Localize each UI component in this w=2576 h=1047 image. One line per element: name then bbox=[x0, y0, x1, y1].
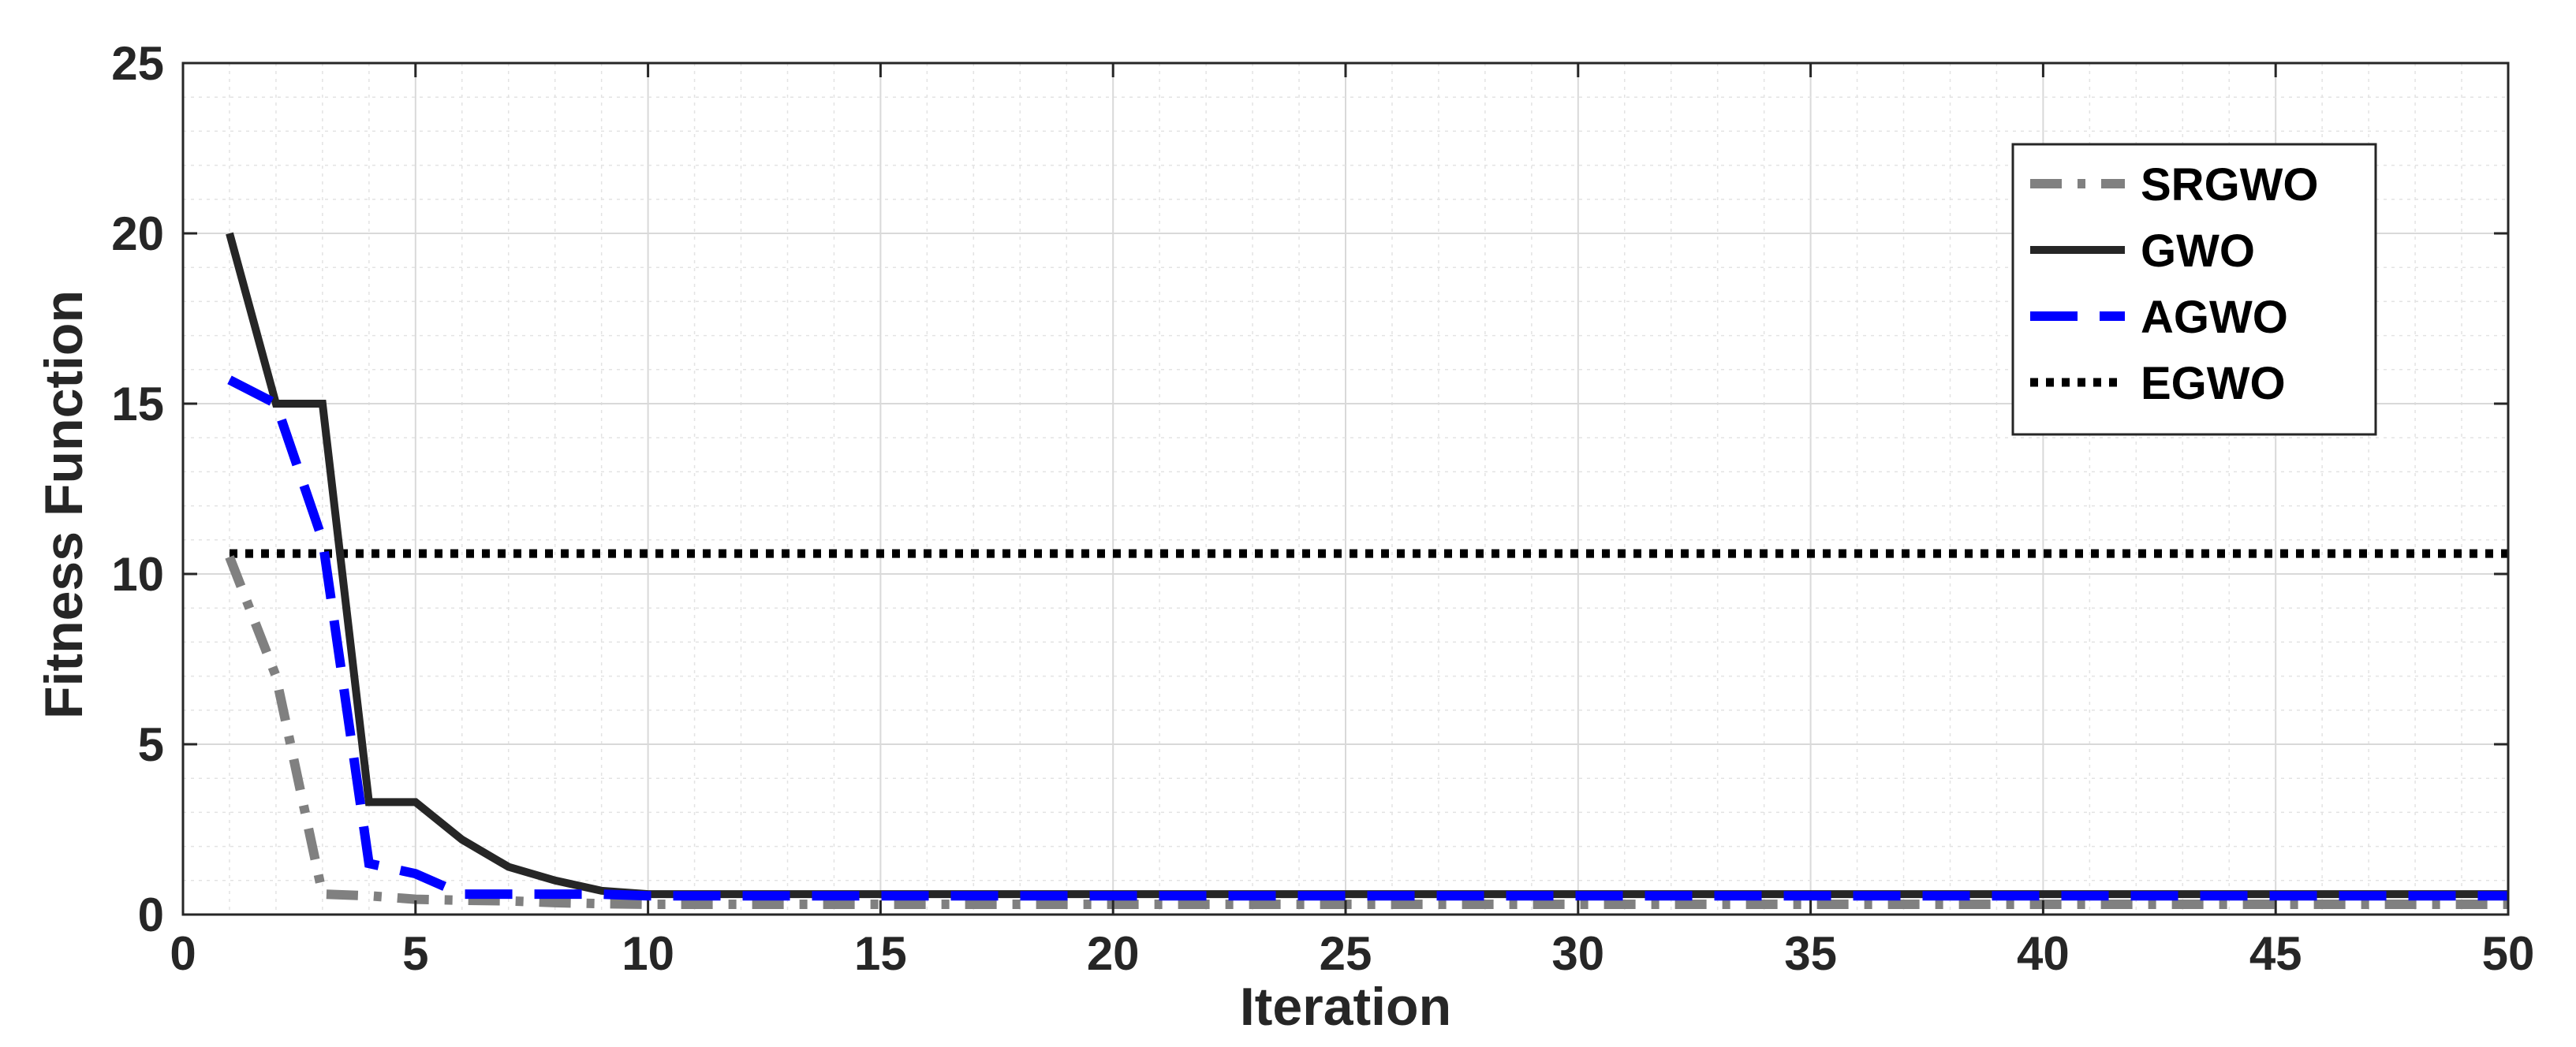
x-tick-label: 0 bbox=[170, 927, 196, 980]
series-lines bbox=[225, 232, 2508, 909]
legend-label-agwo: AGWO bbox=[2141, 292, 2288, 343]
y-tick-label: 5 bbox=[138, 718, 164, 771]
x-tick-label: 10 bbox=[622, 927, 674, 980]
legend-label-gwo: GWO bbox=[2141, 225, 2255, 277]
x-tick-label: 50 bbox=[2482, 927, 2535, 980]
x-tick-label: 45 bbox=[2249, 927, 2302, 980]
y-tick-label: 10 bbox=[111, 548, 164, 601]
x-tick-label: 40 bbox=[2017, 927, 2070, 980]
legend-label-egwo: EGWO bbox=[2141, 358, 2286, 409]
series-line-srgwo bbox=[225, 555, 2508, 909]
x-tick-label: 25 bbox=[1320, 927, 1372, 980]
y-tick-label: 25 bbox=[111, 37, 164, 90]
y-axis-title: Fitness Function bbox=[34, 290, 94, 719]
axis-ticks: 0 5 10 15 20 25 30 35 40 45 50 0 5 10 15 20 25 bbox=[111, 37, 2534, 980]
series-line-agwo bbox=[227, 375, 2508, 901]
x-tick-label: 20 bbox=[1087, 927, 1140, 980]
legend-label-srgwo: SRGWO bbox=[2141, 159, 2319, 211]
x-axis-title: Iteration bbox=[1240, 977, 1451, 1037]
x-tick-label: 15 bbox=[854, 927, 907, 980]
x-tick-label: 5 bbox=[402, 927, 428, 980]
x-tick-label: 35 bbox=[1784, 927, 1837, 980]
y-tick-label: 0 bbox=[138, 889, 164, 941]
legend: SRGWO GWO AGWO EGWO bbox=[2011, 143, 2377, 436]
y-tick-label: 20 bbox=[111, 207, 164, 260]
x-tick-label: 30 bbox=[1551, 927, 1604, 980]
grid bbox=[182, 62, 2509, 915]
y-tick-label: 15 bbox=[111, 378, 164, 430]
legend-box bbox=[2011, 143, 2377, 436]
